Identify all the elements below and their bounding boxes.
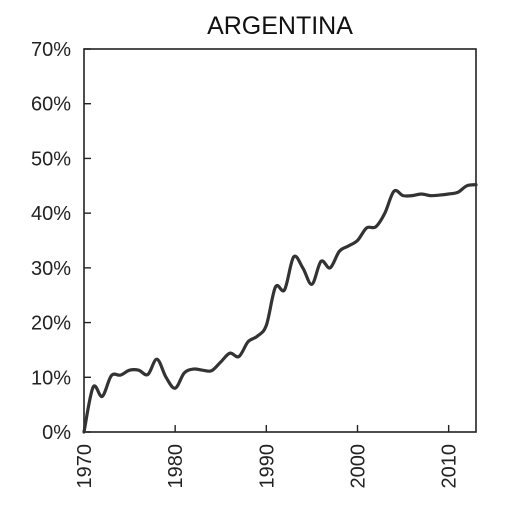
- chart-title: ARGENTINA: [207, 12, 353, 40]
- y-tick-label: 20%: [31, 313, 71, 335]
- x-tick-label: 1970: [74, 444, 96, 489]
- y-tick-label: 0%: [42, 422, 71, 444]
- x-tick-label: 2000: [347, 444, 369, 489]
- y-tick-label: 40%: [31, 203, 71, 225]
- y-tick-label: 50%: [31, 148, 71, 170]
- y-tick-label: 60%: [31, 94, 71, 116]
- y-tick-label: 30%: [31, 258, 71, 280]
- series-line-argentina: [84, 185, 476, 432]
- x-tick-label: 1980: [165, 444, 187, 489]
- x-tick-label: 2010: [439, 444, 461, 489]
- axis-ticks: 0% 10% 20% 30% 40% 50% 60% 70% 1970 1980 1990 2000 2…: [31, 39, 461, 489]
- y-tick-label: 10%: [31, 367, 71, 389]
- y-tick-label: 70%: [31, 39, 71, 61]
- x-tick-label: 1990: [256, 444, 278, 489]
